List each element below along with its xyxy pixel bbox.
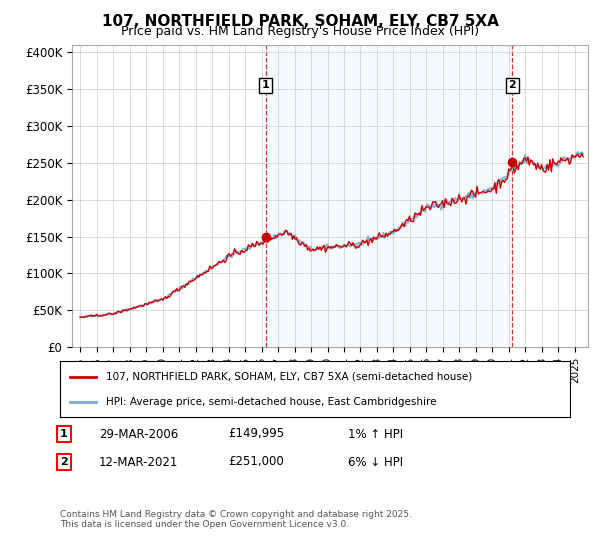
Text: Price paid vs. HM Land Registry's House Price Index (HPI): Price paid vs. HM Land Registry's House … <box>121 25 479 38</box>
Text: £251,000: £251,000 <box>228 455 284 469</box>
Text: HPI: Average price, semi-detached house, East Cambridgeshire: HPI: Average price, semi-detached house,… <box>106 396 436 407</box>
Bar <box>266 45 512 347</box>
Text: Contains HM Land Registry data © Crown copyright and database right 2025.
This d: Contains HM Land Registry data © Crown c… <box>60 510 412 529</box>
Text: 107, NORTHFIELD PARK, SOHAM, ELY, CB7 5XA: 107, NORTHFIELD PARK, SOHAM, ELY, CB7 5X… <box>101 14 499 29</box>
Text: 1% ↑ HPI: 1% ↑ HPI <box>348 427 403 441</box>
Text: 107, NORTHFIELD PARK, SOHAM, ELY, CB7 5XA (semi-detached house): 107, NORTHFIELD PARK, SOHAM, ELY, CB7 5X… <box>106 372 472 382</box>
Text: 29-MAR-2006: 29-MAR-2006 <box>99 427 178 441</box>
Text: 1: 1 <box>60 429 68 439</box>
Text: £149,995: £149,995 <box>228 427 284 441</box>
Text: 6% ↓ HPI: 6% ↓ HPI <box>348 455 403 469</box>
Text: 2: 2 <box>508 81 516 90</box>
Text: 12-MAR-2021: 12-MAR-2021 <box>99 455 178 469</box>
Text: 1: 1 <box>262 81 269 90</box>
Text: 2: 2 <box>60 457 68 467</box>
